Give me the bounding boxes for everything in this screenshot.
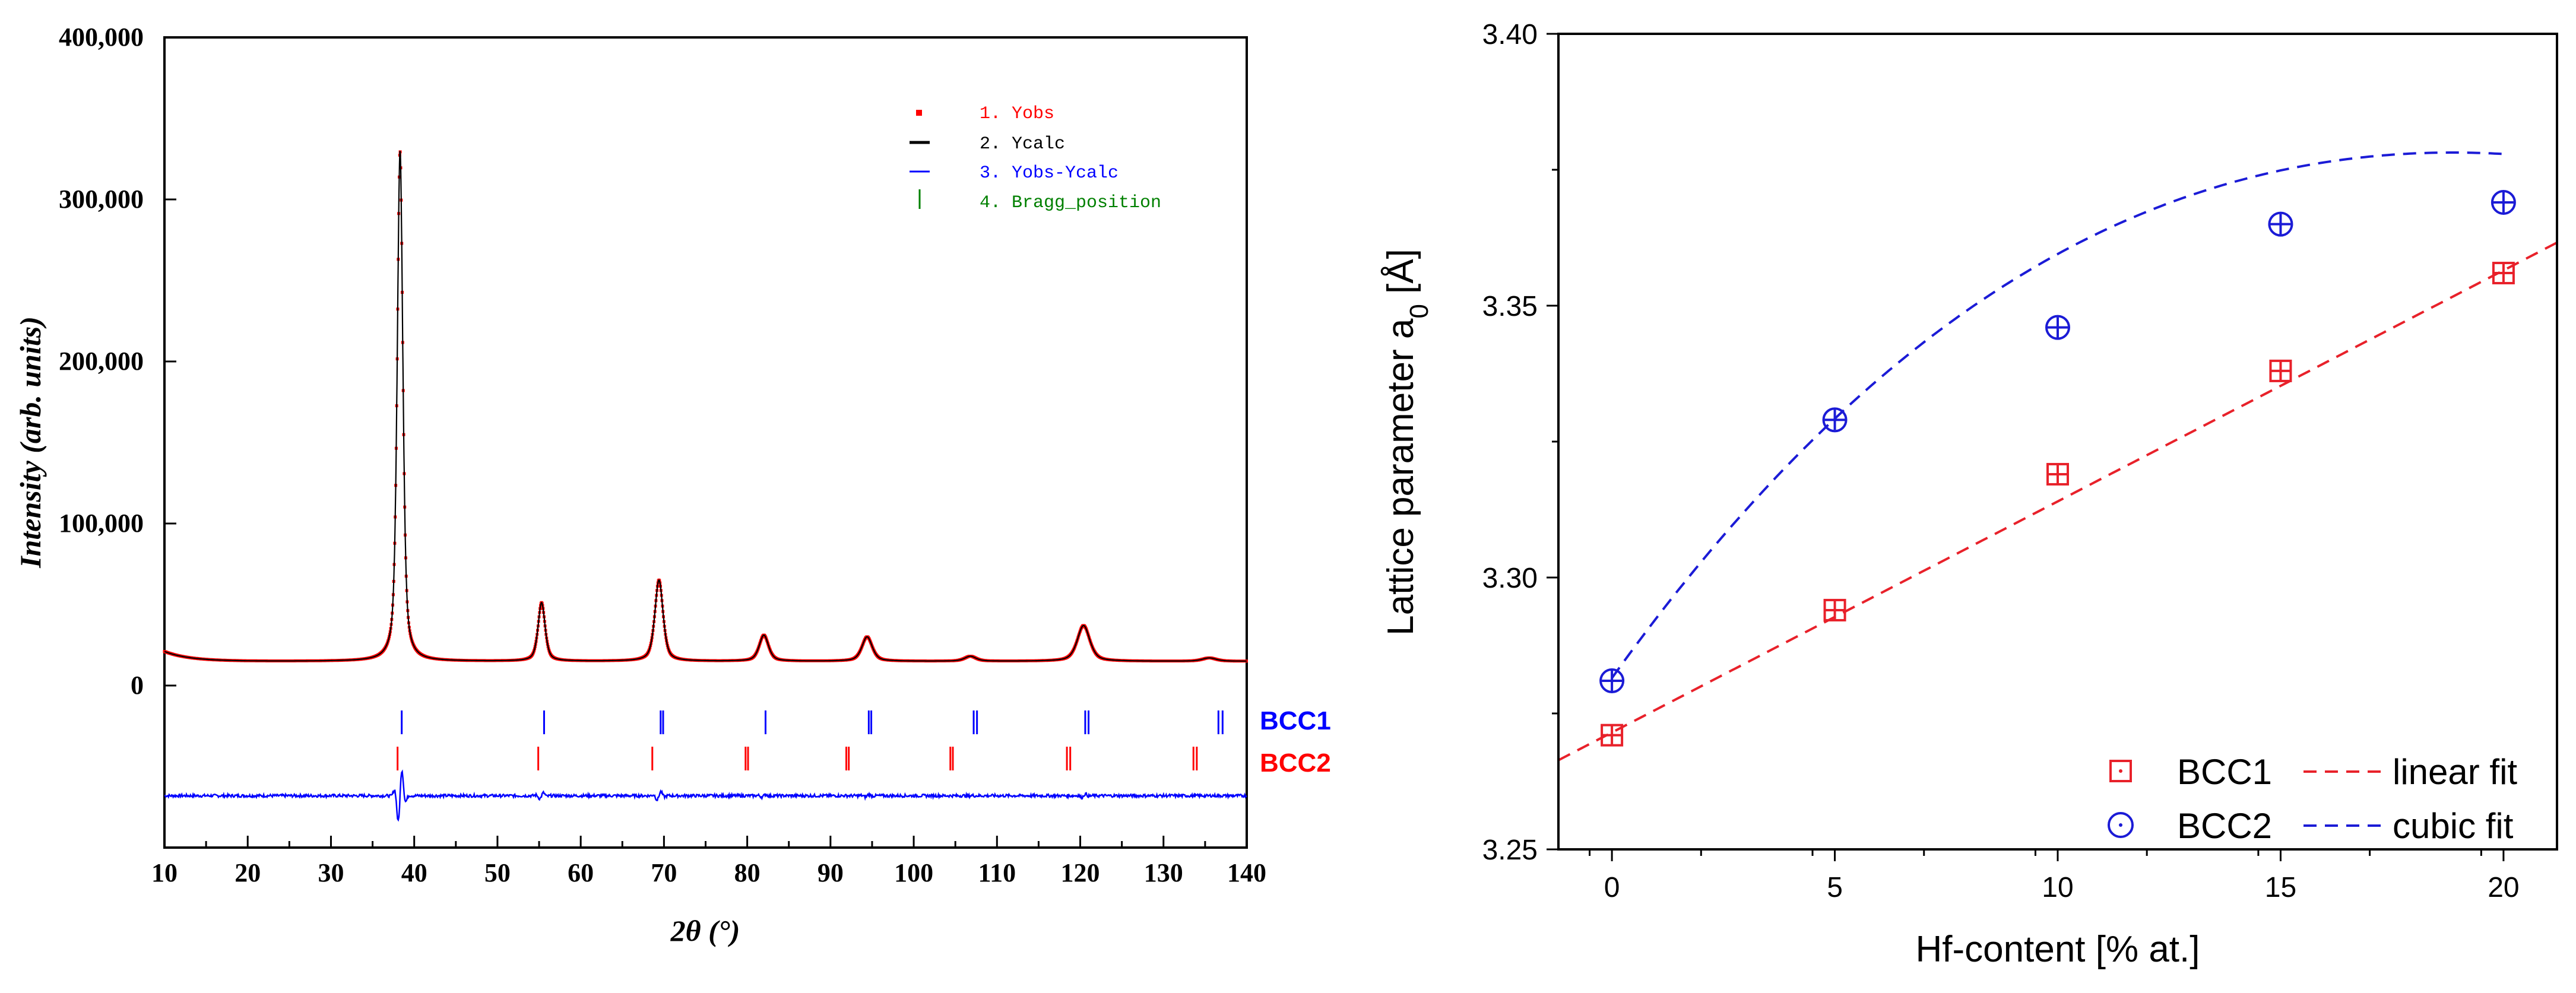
lattice-y-tick-label: 3.30: [1482, 563, 1538, 594]
xrd-y-tick-label: 200,000: [59, 347, 144, 376]
lattice-point-bcc2: [1822, 407, 1848, 433]
xrd-phase-ticks: [397, 710, 1224, 770]
legend-marker-bcc2: [2108, 812, 2134, 838]
xrd-x-tick-label: 20: [235, 858, 261, 887]
xrd-y-axis-label: Intensity (arb. units): [14, 316, 47, 569]
legend-label-bragg: 4. Bragg_position: [980, 193, 1161, 213]
lattice-x-tick-label: 5: [1827, 872, 1843, 903]
xrd-x-tick-label: 30: [318, 858, 344, 887]
lattice-y-label-sub: 0: [1405, 304, 1434, 318]
xrd-difference-line: [164, 769, 1247, 822]
xrd-y-axis: 0 100,000 200,000 300,000 400,000: [59, 23, 176, 700]
legend-marker-bcc2-dot: [2119, 823, 2122, 827]
lattice-y-tick-label: 3.35: [1482, 291, 1538, 322]
xrd-x-tick-label: 80: [734, 858, 761, 887]
legend-marker-bcc1: [2109, 760, 2132, 782]
legend-label-ycalc: 2. Ycalc: [980, 134, 1065, 154]
legend-label-cubic-fit: cubic fit: [2393, 806, 2514, 846]
lattice-x-axis-label: Hf-content [% at.]: [1916, 929, 2200, 970]
legend-label-linear-fit: linear fit: [2393, 752, 2517, 792]
lattice-x-tick-label: 20: [2488, 872, 2519, 903]
xrd-y-tick-label: 100,000: [59, 509, 144, 538]
lattice-x-axis: 0 5 10 15 20: [1589, 849, 2520, 903]
lattice-data-points: [1599, 189, 2516, 747]
xrd-x-tick-label: 10: [151, 858, 178, 887]
lattice-legend: BCC1 linear fit BCC2 cubic fit: [2108, 752, 2517, 846]
xrd-x-tick-label: 50: [484, 858, 511, 887]
xrd-x-tick-label: 100: [894, 858, 933, 887]
xrd-x-tick-label: 120: [1061, 858, 1100, 887]
lattice-y-tick-label: 3.40: [1482, 19, 1538, 50]
xrd-y-tick-label: 300,000: [59, 185, 144, 214]
xrd-curves: [163, 150, 1248, 822]
xrd-phase-label-bcc2: BCC2: [1260, 748, 1331, 778]
legend-marker-bcc1-dot: [2119, 769, 2122, 773]
xrd-phase-label-bcc1: BCC1: [1260, 706, 1331, 735]
xrd-x-tick-label: 90: [818, 858, 844, 887]
lattice-plot-frame: [1557, 33, 2558, 851]
xrd-x-tick-label: 60: [568, 858, 594, 887]
legend-label-yobs: 1. Yobs: [980, 104, 1054, 124]
lattice-point-bcc2: [2491, 189, 2516, 215]
lattice-point-bcc2: [2045, 315, 2070, 340]
xrd-x-tick-label: 110: [978, 858, 1016, 887]
lattice-y-label-tail: [Å]: [1380, 249, 1421, 304]
xrd-chart: 10 20 30 40 50 60 70 80 90 100 110 120 130 140 0 100,0…: [14, 23, 1331, 947]
lattice-y-tick-label: 3.25: [1482, 835, 1538, 866]
lattice-y-label-main: Lattice parameter a: [1380, 318, 1421, 636]
lattice-linear-fit-line: [1558, 241, 2558, 762]
lattice-cubic-fit-line: [1611, 151, 2504, 679]
xrd-x-tick-label: 140: [1227, 858, 1266, 887]
lattice-y-axis-label: Lattice parameter a0 [Å]: [1380, 249, 1434, 636]
xrd-legend: 1. Yobs 2. Ycalc 3. Yobs-Ycalc 4. Bragg_…: [910, 104, 1161, 213]
xrd-y-tick-label: 400,000: [59, 23, 144, 52]
lattice-chart: 0 5 10 15 20 3.25 3.30 3.35 3.40 Hf-content [% …: [1380, 19, 2558, 970]
xrd-y-tick-label: 0: [131, 671, 144, 700]
lattice-point-bcc2: [2268, 211, 2293, 237]
xrd-x-axis-label: 2θ (°): [670, 914, 740, 947]
xrd-ycalc-line: [164, 151, 1247, 662]
legend-label-bcc2: BCC2: [2177, 806, 2272, 846]
legend-label-bcc1: BCC1: [2177, 752, 2272, 792]
lattice-x-tick-label: 15: [2265, 872, 2296, 903]
xrd-x-axis: 10 20 30 40 50 60 70 80 90 100 110 120 130 140: [151, 836, 1266, 887]
lattice-point-bcc2: [1599, 668, 1625, 694]
xrd-x-tick-label: 130: [1144, 858, 1183, 887]
xrd-x-tick-label: 70: [651, 858, 677, 887]
lattice-y-axis: 3.25 3.30 3.35 3.40: [1482, 19, 1558, 866]
legend-label-diff: 3. Yobs-Ycalc: [980, 163, 1119, 183]
lattice-fit-curves: [1558, 151, 2558, 762]
legend-marker-yobs: [916, 110, 922, 116]
lattice-x-tick-label: 0: [1604, 872, 1620, 903]
xrd-yobs-points: [163, 150, 1248, 663]
xrd-x-tick-label: 40: [401, 858, 427, 887]
lattice-x-tick-label: 10: [2042, 872, 2073, 903]
